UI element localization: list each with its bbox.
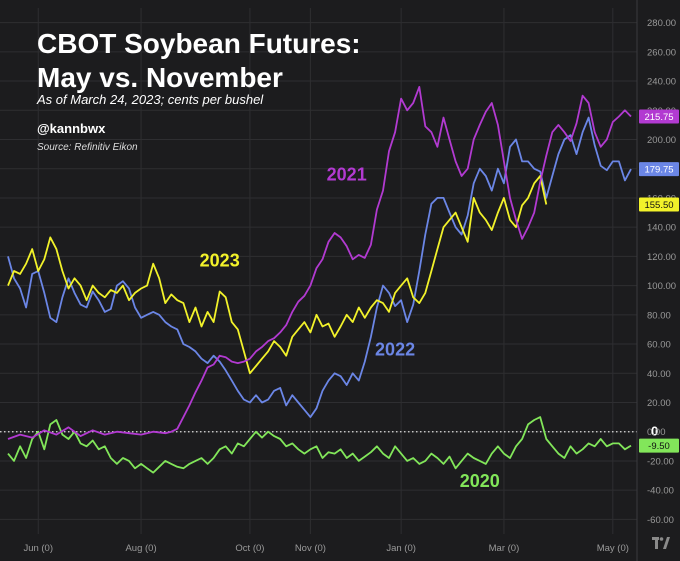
x-tick-label: Mar (0) [489, 543, 520, 554]
zero-line: 0 [0, 424, 658, 439]
series-lines [7, 86, 632, 474]
x-tick-label: Oct (0) [235, 543, 264, 554]
badge-bg [639, 162, 679, 177]
series-line-2020 [7, 416, 632, 474]
last-value-badge-2022: 179.75 [639, 162, 679, 177]
chart-title-line1: CBOT Soybean Futures: [37, 28, 361, 59]
author-handle: @kannbwx [37, 121, 106, 136]
badge-value: 215.75 [644, 112, 673, 123]
badge-value: 179.75 [644, 165, 673, 176]
tradingview-logo-icon [652, 537, 670, 549]
x-tick-label: Aug (0) [125, 543, 156, 554]
series-line-2023 [7, 175, 548, 375]
badge-bg [639, 109, 679, 124]
badge-bg [639, 197, 679, 212]
series-line-2021 [7, 86, 632, 440]
badge-value: 155.50 [644, 200, 673, 211]
y-tick-label: 20.00 [647, 398, 671, 409]
series-label-2023: 2023 [200, 251, 240, 271]
source-note: Source: Refinitiv Eikon [37, 142, 138, 153]
series-label-2021: 2021 [327, 164, 367, 184]
y-axis: 280.00260.00240.00220.00200.00180.00160.… [636, 0, 676, 561]
x-tick-label: Nov (0) [295, 543, 326, 554]
x-axis: Jun (0) Aug (0) Oct (0) Nov (0) Jan (0) Mar (… [23, 543, 628, 554]
series-label-2022: 2022 [375, 340, 415, 360]
zero-label: 0 [651, 424, 658, 439]
last-value-badges: 215.75 179.75 155.50 -9.50 [639, 109, 679, 453]
y-tick-label: 0.00 [647, 427, 666, 438]
chart-subtitle: As of March 24, 2023; cents per bushel [37, 92, 264, 107]
y-tick-label: 120.00 [647, 252, 676, 263]
last-value-badge-2020: -9.50 [639, 438, 679, 453]
y-tick-label: 80.00 [647, 310, 671, 321]
y-tick-label: 260.00 [647, 47, 676, 58]
y-tick-label: -60.00 [647, 515, 674, 526]
series-labels: 2021 2022 2023 2020 [200, 164, 500, 491]
y-tick-label: 40.00 [647, 369, 671, 380]
last-value-badge-2023: 155.50 [639, 197, 679, 212]
y-tick-label: 200.00 [647, 135, 676, 146]
y-tick-label: 280.00 [647, 18, 676, 29]
series-label-2020: 2020 [460, 471, 500, 491]
y-tick-label: -40.00 [647, 486, 674, 497]
x-tick-label: May (0) [597, 543, 629, 554]
y-tick-label: 60.00 [647, 340, 671, 351]
chart-title-line2: May vs. November [37, 62, 283, 93]
x-tick-label: Jan (0) [386, 543, 416, 554]
y-tick-label: 100.00 [647, 281, 676, 292]
y-tick-label: 240.00 [647, 77, 676, 88]
last-value-badge-2021: 215.75 [639, 109, 679, 124]
y-tick-label: -20.00 [647, 456, 674, 467]
badge-value: -9.50 [648, 441, 670, 452]
y-tick-label: 140.00 [647, 223, 676, 234]
series-line-2022 [7, 116, 632, 419]
x-tick-label: Jun (0) [23, 543, 53, 554]
badge-bg [639, 438, 679, 453]
